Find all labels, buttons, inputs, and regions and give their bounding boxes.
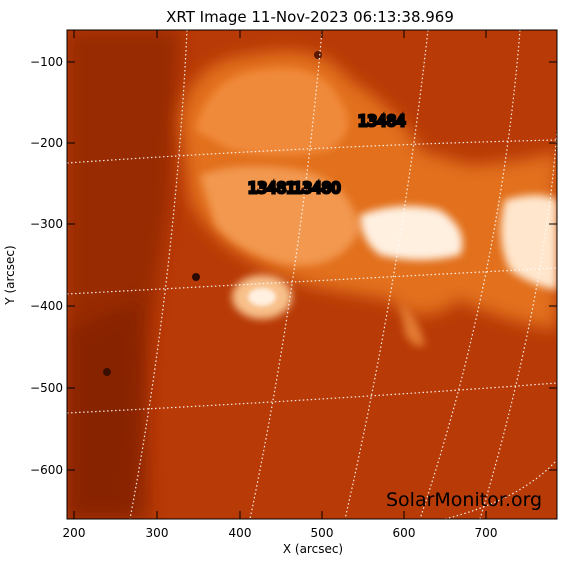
y-axis-label: Y (arcsec) bbox=[3, 245, 17, 305]
plot-frame bbox=[66, 29, 558, 520]
y-tick-label: −600 bbox=[30, 463, 63, 477]
x-tick-label: 300 bbox=[146, 526, 169, 540]
solar-image bbox=[67, 30, 557, 519]
figure-title: XRT Image 11-Nov-2023 06:13:38.969 bbox=[166, 8, 454, 26]
x-axis-label: X (arcsec) bbox=[283, 542, 343, 556]
x-tick-label: 200 bbox=[63, 526, 86, 540]
y-tick-label: −500 bbox=[30, 381, 63, 395]
coordinate-grid bbox=[67, 30, 557, 519]
y-axis: −100 −200 −300 −400 −500 −600 bbox=[30, 55, 557, 477]
x-tick-label: 600 bbox=[393, 526, 416, 540]
y-tick-label: −100 bbox=[30, 55, 63, 69]
y-tick-label: −300 bbox=[30, 217, 63, 231]
watermark: SolarMonitor.org bbox=[386, 489, 542, 511]
x-tick-label: 400 bbox=[229, 526, 252, 540]
x-tick-label: 500 bbox=[311, 526, 334, 540]
region-labels: 13484 13481 13480 bbox=[247, 111, 408, 199]
x-tick-label: 700 bbox=[475, 526, 498, 540]
region-label-13484: 13484 bbox=[358, 112, 406, 130]
x-axis: 200 300 400 500 600 700 bbox=[63, 30, 498, 540]
region-label-13480: 13480 bbox=[293, 179, 341, 197]
region-label-13481: 13481 bbox=[248, 179, 296, 197]
y-tick-label: −400 bbox=[30, 299, 63, 313]
y-tick-label: −200 bbox=[30, 136, 63, 150]
